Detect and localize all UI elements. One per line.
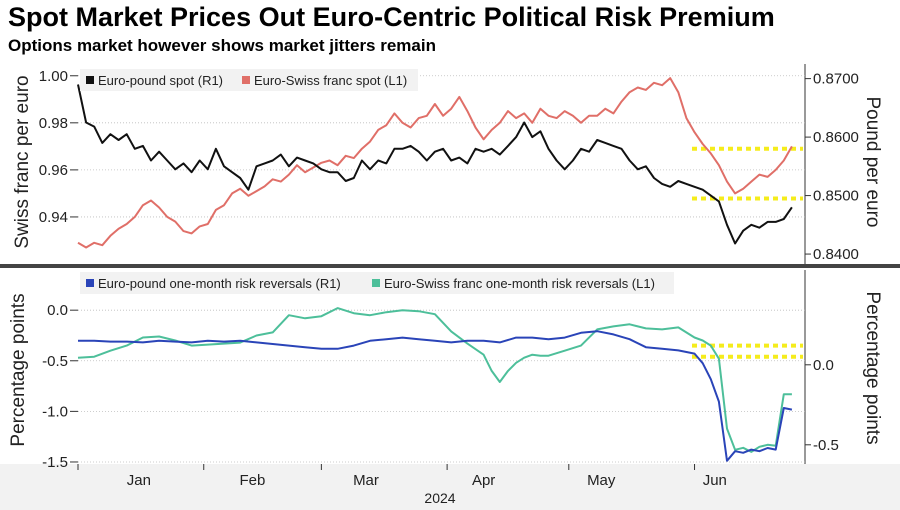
top-series-lines: [77, 77, 793, 249]
legend-swatch-euro-pound-rr: [86, 279, 94, 287]
series-line-euro-pound-spot-r1: [77, 84, 793, 245]
top-left-axis: 1.00 0.98 0.96 0.94: [39, 68, 78, 226]
x-axis-band: [0, 464, 900, 510]
left-tick-label: -0.5: [42, 353, 68, 370]
bottom-legend: Euro-pound one-month risk reversals (R1)…: [80, 272, 674, 294]
series-line-euro-swiss-franc-spot-l1: [77, 77, 793, 249]
x-axis-year-label: 2024: [424, 490, 455, 506]
legend-swatch-euro-pound-spot: [86, 76, 94, 84]
chart-title: Spot Market Prices Out Euro-Centric Poli…: [8, 2, 775, 32]
legend-swatch-euro-swiss-spot: [242, 76, 250, 84]
left-tick-label: 0.96: [39, 162, 68, 179]
series-line-euro-pound-one-month-risk-reversals-r1: [78, 330, 793, 462]
legend-label-euro-swiss-spot: Euro-Swiss franc spot (L1): [254, 73, 407, 88]
left-tick-label: -1.5: [42, 454, 68, 471]
right-tick-label: 0.0: [813, 357, 834, 374]
top-legend: Euro-pound spot (R1) Euro-Swiss franc sp…: [80, 69, 418, 91]
left-tick-label: 0.94: [39, 209, 68, 226]
right-tick-label: 0.8400: [813, 246, 859, 263]
right-tick-label: -0.5: [813, 437, 839, 454]
bottom-right-axis-title: Percentage points: [862, 291, 883, 444]
top-right-axis-title: Pound per euro: [862, 97, 883, 228]
bottom-gridlines: [78, 309, 805, 463]
x-tick-label: Jan: [127, 472, 151, 489]
legend-label-euro-pound-spot: Euro-pound spot (R1): [98, 73, 223, 88]
top-gridlines: [78, 75, 805, 218]
top-left-axis-title: Swiss franc per euro: [12, 75, 33, 248]
bottom-right-axis: 0.0 -0.5: [805, 357, 839, 454]
chart-subtitle: Options market however shows market jitt…: [8, 36, 436, 55]
right-tick-label: 0.8600: [813, 129, 859, 146]
top-highlight-band: [692, 146, 803, 201]
left-tick-label: 1.00: [39, 68, 68, 85]
bottom-left-axis-title: Percentage points: [8, 293, 29, 446]
series-line-euro-swiss-franc-one-month-risk-reversals-l1: [77, 307, 792, 453]
right-tick-label: 0.8700: [813, 71, 859, 88]
x-tick-label: May: [587, 472, 616, 489]
bottom-highlight-band: [692, 343, 803, 359]
x-tick-label: Mar: [353, 472, 379, 489]
top-panel-plot-area: [78, 64, 805, 264]
left-tick-label: 0.0: [47, 302, 68, 319]
legend-swatch-euro-swiss-rr: [372, 279, 380, 287]
bottom-left-axis: 0.0 -0.5 -1.0 -1.5: [42, 302, 78, 471]
left-tick-label: -1.0: [42, 403, 68, 420]
bottom-series-lines: [77, 307, 793, 462]
x-tick-label: Apr: [472, 472, 495, 489]
x-axis-ticks: Jan Feb Mar Apr May Jun: [77, 464, 727, 489]
left-tick-label: 0.98: [39, 115, 68, 132]
x-tick-label: Feb: [239, 472, 265, 489]
right-tick-label: 0.8500: [813, 188, 859, 205]
legend-label-euro-pound-rr: Euro-pound one-month risk reversals (R1): [98, 276, 341, 291]
top-right-axis: 0.8700 0.8600 0.8500 0.8400: [805, 71, 859, 263]
legend-label-euro-swiss-rr: Euro-Swiss franc one-month risk reversal…: [384, 276, 655, 291]
x-tick-label: Jun: [703, 472, 727, 489]
